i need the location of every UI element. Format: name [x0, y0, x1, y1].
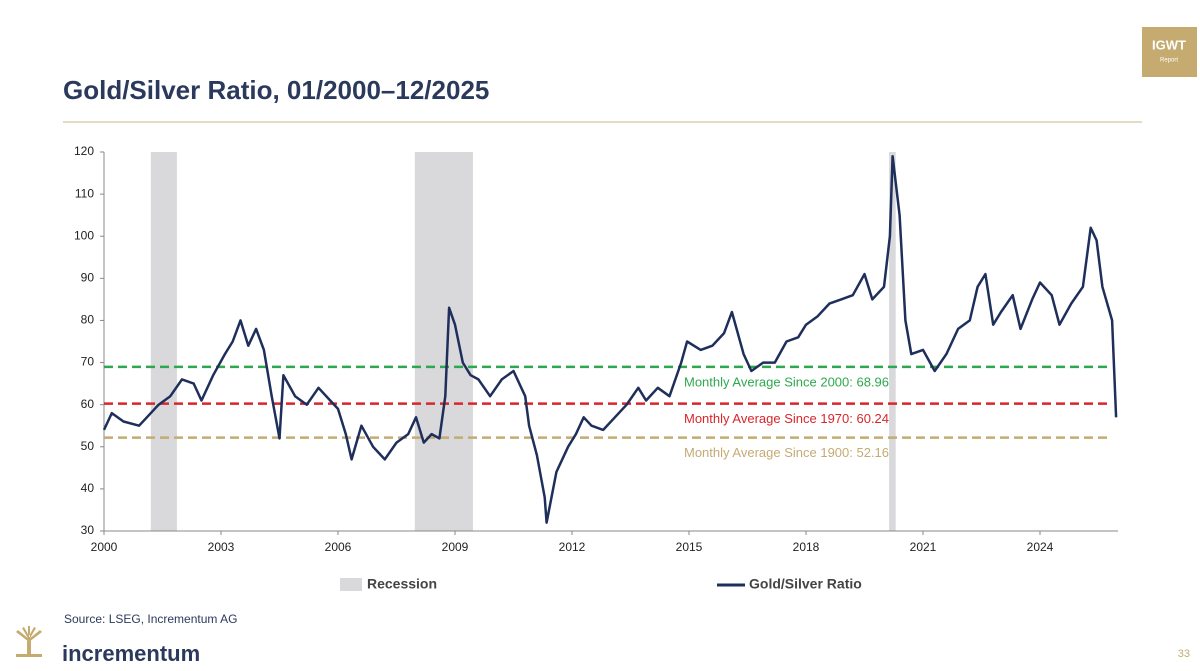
logo-icon	[16, 626, 42, 657]
recession-band	[889, 152, 896, 531]
y-tick-label: 60	[81, 397, 95, 411]
y-tick-label: 80	[81, 313, 95, 327]
legend-swatch	[340, 578, 362, 591]
page-number: 33	[1178, 648, 1190, 660]
source: Source: LSEG, Incrementum AG	[64, 612, 237, 626]
reference-label: Monthly Average Since 2000: 68.96	[684, 374, 889, 389]
y-tick-label: 90	[81, 271, 95, 285]
x-tick-label: 2006	[325, 540, 352, 554]
reference-label: Monthly Average Since 1900: 52.16	[684, 445, 889, 460]
y-tick-label: 40	[81, 481, 95, 495]
logo-text: incrementum	[62, 641, 200, 666]
recession-band	[150, 152, 177, 531]
y-tick-label: 30	[81, 523, 95, 537]
recession-band	[414, 152, 473, 531]
reference-label: Monthly Average Since 1970: 60.24	[684, 411, 889, 426]
x-tick-label: 2003	[208, 540, 235, 554]
y-tick-label: 70	[81, 355, 95, 369]
x-tick-label: 2024	[1027, 540, 1054, 554]
x-tick-label: 2000	[91, 540, 118, 554]
badge-subtitle: Report	[1160, 58, 1178, 64]
y-tick-label: 120	[74, 144, 94, 158]
chart-title: Gold/Silver Ratio, 01/2000–12/2025	[63, 75, 489, 105]
legend-label: Gold/Silver Ratio	[749, 576, 862, 592]
badge-title: IGWT	[1152, 37, 1186, 52]
x-tick-label: 2018	[793, 540, 820, 554]
data-line	[102, 154, 1118, 524]
legend-label: Recession	[367, 576, 437, 592]
y-tick-label: 50	[81, 439, 95, 453]
y-tick-label: 100	[74, 228, 94, 242]
y-tick-label: 110	[75, 186, 94, 200]
badge	[1142, 27, 1197, 77]
x-tick-label: 2012	[559, 540, 586, 554]
x-tick-label: 2015	[676, 540, 703, 554]
x-tick-label: 2021	[910, 540, 937, 554]
x-tick-label: 2009	[442, 540, 469, 554]
